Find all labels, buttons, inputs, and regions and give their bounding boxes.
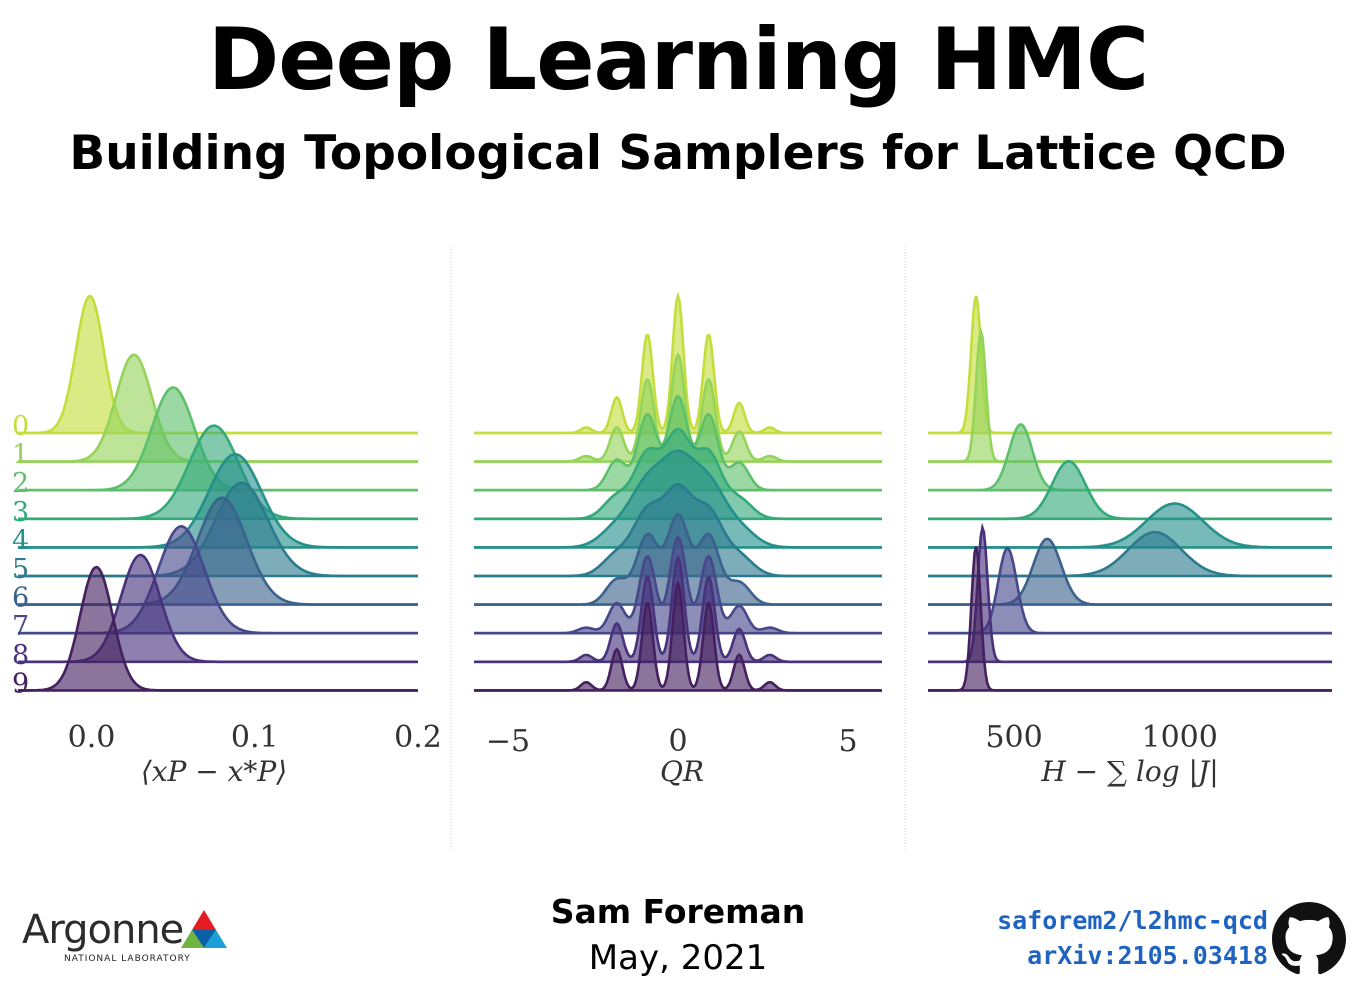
row-label: 9 — [12, 668, 29, 699]
logo-subtitle: NATIONAL LABORATORY — [64, 954, 191, 964]
row-label: 8 — [12, 640, 29, 671]
row-label: 6 — [12, 583, 29, 614]
x-tick-label: −5 — [486, 724, 530, 759]
x-tick-label: 500 — [985, 720, 1042, 755]
github-icon[interactable] — [1272, 902, 1346, 976]
x-axis-label: QR — [660, 755, 704, 788]
ridge-area-1 — [18, 354, 418, 462]
page-subtitle: Building Topological Samplers for Lattic… — [69, 126, 1287, 181]
x-tick-label: 5 — [838, 724, 857, 759]
ridge-area-9 — [18, 567, 418, 691]
ridge-area-6 — [18, 497, 418, 605]
row-label: 4 — [12, 525, 29, 556]
argonne-logo: Argonne NATIONAL LABORATORY — [22, 902, 252, 972]
ridge-area-9 — [928, 546, 1332, 691]
page-title: Deep Learning HMC — [207, 10, 1149, 110]
x-axis-label: H − ∑ log |J| — [1040, 755, 1218, 788]
arxiv-link[interactable]: arXiv:2105.03418 — [1027, 941, 1268, 970]
ridge-area-7 — [928, 548, 1332, 634]
author-name: Sam Foreman — [550, 892, 806, 931]
row-label: 0 — [12, 411, 29, 442]
row-label: 3 — [12, 497, 29, 528]
x-tick-label: 0.2 — [394, 720, 442, 755]
ridge-area-1 — [928, 331, 1332, 462]
row-label: 1 — [12, 440, 29, 471]
ridge-panel-topological-charge: −5 0 5 QR — [474, 291, 882, 788]
x-tick-label: 1000 — [1141, 720, 1217, 755]
ridge-area-6 — [928, 538, 1332, 605]
argonne-logo-icon — [181, 910, 227, 948]
x-tick-label: 0 — [668, 724, 687, 759]
logo-name: Argonne — [22, 907, 184, 953]
ridge-area-4 — [928, 503, 1332, 548]
ridge-area-5 — [928, 532, 1332, 576]
row-label: 2 — [12, 468, 29, 499]
presentation-date: May, 2021 — [588, 938, 768, 978]
ridge-area-0 — [18, 296, 418, 433]
x-tick-label: 0.0 — [68, 720, 116, 755]
ridge-area-0 — [928, 296, 1332, 433]
row-label: 7 — [12, 611, 29, 642]
x-tick-label: 0.1 — [231, 720, 279, 755]
ridge-area-7 — [18, 526, 418, 634]
repo-link[interactable]: saforem2/l2hmc-qcd — [997, 906, 1268, 935]
x-axis-label: ⟨xP − x*P⟩ — [141, 755, 287, 788]
row-label: 5 — [12, 554, 29, 585]
ridge-area-9 — [474, 583, 882, 691]
